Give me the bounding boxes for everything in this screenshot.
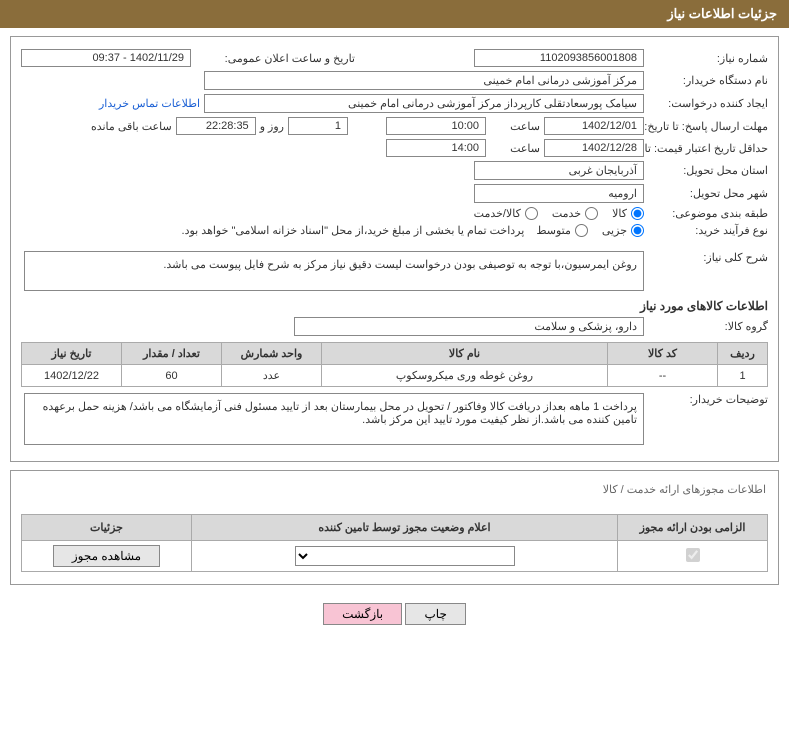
license-row: مشاهده مجوز xyxy=(22,541,768,572)
buyer-notes-label: توضیحات خریدار: xyxy=(648,393,768,406)
cat-both-radio[interactable] xyxy=(525,207,538,220)
th-date: تاریخ نیاز xyxy=(22,343,122,365)
pt-partial-item[interactable]: جزیی xyxy=(602,224,644,237)
td-details: مشاهده مجوز xyxy=(22,541,192,572)
need-no-field: 1102093856001808 xyxy=(474,49,644,67)
license-section-title: اطلاعات مجوزهای ارائه خدمت / کالا xyxy=(21,483,768,496)
goods-info-title: اطلاعات کالاهای مورد نیاز xyxy=(21,299,768,313)
status-select[interactable] xyxy=(295,546,515,566)
td-name: روغن غوطه وری میکروسکوپ xyxy=(322,365,608,387)
print-button[interactable]: چاپ xyxy=(405,603,465,625)
pt-partial-radio[interactable] xyxy=(631,224,644,237)
cat-service-lbl: خدمت xyxy=(552,207,581,220)
td-row: 1 xyxy=(718,365,768,387)
countdown: 22:28:35 xyxy=(176,117,256,135)
category-radios: کالا خدمت کالا/خدمت xyxy=(474,207,644,220)
time-label-1: ساعت xyxy=(490,120,540,133)
province-label: استان محل تحویل: xyxy=(648,164,768,177)
days-count: 1 xyxy=(288,117,348,135)
requester-label: ایجاد کننده درخواست: xyxy=(648,97,768,110)
th-qty: تعداد / مقدار xyxy=(122,343,222,365)
goods-table: ردیف کد کالا نام کالا واحد شمارش تعداد /… xyxy=(21,342,768,387)
cat-goods-lbl: کالا xyxy=(612,207,627,220)
cat-both-item[interactable]: کالا/خدمت xyxy=(474,207,538,220)
city-label: شهر محل تحویل: xyxy=(648,187,768,200)
category-label: طبقه بندی موضوعی: xyxy=(648,207,768,220)
announce-field: 1402/11/29 - 09:37 xyxy=(21,49,191,67)
announce-label: تاریخ و ساعت اعلان عمومی: xyxy=(195,52,355,65)
buyer-org-field: مرکز آموزشی درمانی امام خمینی xyxy=(204,71,644,90)
group-field: دارو، پزشکی و سلامت xyxy=(294,317,644,336)
deadline-date: 1402/12/01 xyxy=(544,117,644,135)
validity-label: حداقل تاریخ اعتبار قیمت: تا تاریخ: xyxy=(648,142,768,155)
mandatory-checkbox xyxy=(686,548,700,562)
th-unit: واحد شمارش xyxy=(222,343,322,365)
remaining-label: ساعت باقی مانده xyxy=(91,120,172,133)
group-label: گروه کالا: xyxy=(648,320,768,333)
back-button[interactable]: بازگشت xyxy=(323,603,402,625)
th-row: ردیف xyxy=(718,343,768,365)
cat-service-radio[interactable] xyxy=(585,207,598,220)
th-status: اعلام وضعیت مجوز توسط تامین کننده xyxy=(192,515,618,541)
requester-field: سیامک پورسعادتقلی کارپرداز مرکز آموزشی د… xyxy=(204,94,644,113)
td-unit: عدد xyxy=(222,365,322,387)
license-table: الزامی بودن ارائه مجوز اعلام وضعیت مجوز … xyxy=(21,514,768,572)
city-field: ارومیه xyxy=(474,184,644,203)
deadline-time: 10:00 xyxy=(386,117,486,135)
payment-note: پرداخت تمام یا بخشی از مبلغ خرید،از محل … xyxy=(182,224,525,237)
pt-medium-lbl: متوسط xyxy=(536,224,571,237)
main-panel: شماره نیاز: 1102093856001808 تاریخ و ساع… xyxy=(10,36,779,462)
deadline-label: مهلت ارسال پاسخ: تا تاریخ: xyxy=(648,120,768,133)
contact-link[interactable]: اطلاعات تماس خریدار xyxy=(99,97,200,110)
validity-time: 14:00 xyxy=(386,139,486,157)
pt-medium-item[interactable]: متوسط xyxy=(536,224,588,237)
td-code: -- xyxy=(608,365,718,387)
td-status xyxy=(192,541,618,572)
cat-both-lbl: کالا/خدمت xyxy=(474,207,521,220)
th-details: جزئیات xyxy=(22,515,192,541)
desc-field: روغن ایمرسیون،با توجه به توصیفی بودن درخ… xyxy=(24,251,644,291)
view-license-button[interactable]: مشاهده مجوز xyxy=(53,545,160,567)
purchase-type-radios: جزیی متوسط xyxy=(536,224,644,237)
cat-goods-item[interactable]: کالا xyxy=(612,207,644,220)
td-mandatory xyxy=(618,541,768,572)
td-qty: 60 xyxy=(122,365,222,387)
page-header: جزئیات اطلاعات نیاز xyxy=(0,0,789,28)
province-field: آذربایجان غربی xyxy=(474,161,644,180)
td-date: 1402/12/22 xyxy=(22,365,122,387)
cat-service-item[interactable]: خدمت xyxy=(552,207,598,220)
desc-label: شرح کلی نیاز: xyxy=(648,251,768,264)
table-row: 1 -- روغن غوطه وری میکروسکوپ عدد 60 1402… xyxy=(22,365,768,387)
time-label-2: ساعت xyxy=(490,142,540,155)
page-title: جزئیات اطلاعات نیاز xyxy=(667,6,777,21)
th-mandatory: الزامی بودن ارائه مجوز xyxy=(618,515,768,541)
need-no-label: شماره نیاز: xyxy=(648,52,768,65)
days-and: روز و xyxy=(260,120,284,133)
buyer-org-label: نام دستگاه خریدار: xyxy=(648,74,768,87)
pt-partial-lbl: جزیی xyxy=(602,224,627,237)
button-row: چاپ بازگشت xyxy=(0,593,789,635)
purchase-type-label: نوع فرآیند خرید: xyxy=(648,224,768,237)
cat-goods-radio[interactable] xyxy=(631,207,644,220)
license-panel: اطلاعات مجوزهای ارائه خدمت / کالا الزامی… xyxy=(10,470,779,585)
pt-medium-radio[interactable] xyxy=(575,224,588,237)
buyer-notes-field: پرداخت 1 ماهه بعداز دریافت کالا وفاکتور … xyxy=(24,393,644,445)
th-code: کد کالا xyxy=(608,343,718,365)
th-name: نام کالا xyxy=(322,343,608,365)
validity-date: 1402/12/28 xyxy=(544,139,644,157)
